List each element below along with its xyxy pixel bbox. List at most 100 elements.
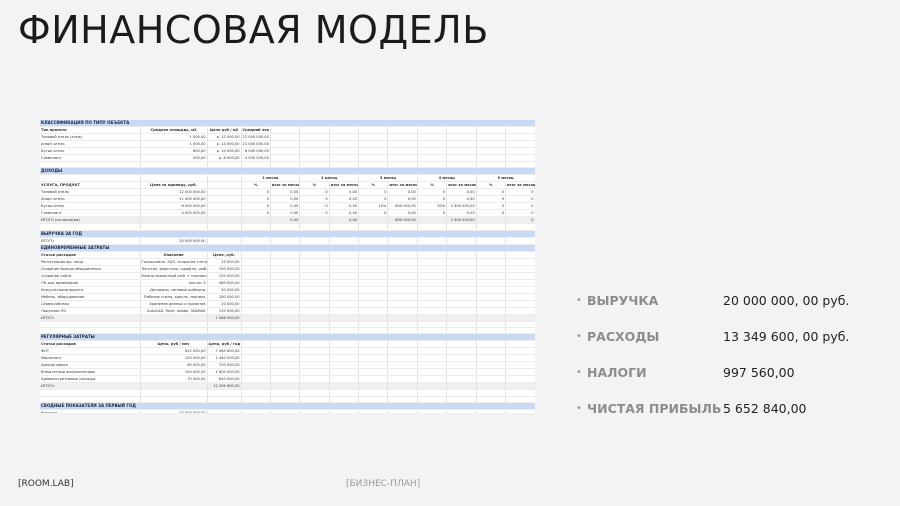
cell bbox=[446, 340, 477, 349]
cell bbox=[299, 389, 330, 397]
cell bbox=[270, 223, 301, 231]
cell bbox=[387, 286, 418, 294]
section-header-row: ЕДИНОВРЕМЕННЫЕ ЗАТРАТЫ bbox=[40, 244, 535, 252]
cell: итог за месяц bbox=[446, 181, 477, 190]
cell bbox=[476, 133, 507, 141]
cell: кол-во: 3 bbox=[140, 279, 208, 287]
cell bbox=[207, 209, 242, 218]
cell: 21 000 000,00 bbox=[241, 140, 271, 148]
cell bbox=[505, 251, 535, 259]
cell: 2 400 000,00 bbox=[446, 202, 477, 211]
cell bbox=[299, 409, 330, 413]
cell bbox=[476, 314, 507, 322]
cell bbox=[446, 300, 477, 308]
cell bbox=[270, 272, 301, 280]
cell: РЕГУЛЯРНЫЕ ЗАТРАТЫ bbox=[40, 333, 535, 342]
cell bbox=[270, 321, 301, 329]
cell bbox=[505, 321, 535, 329]
cell bbox=[358, 272, 389, 280]
cell bbox=[358, 265, 389, 273]
table-row: Создание сайта Многостраничный сайт + пор… bbox=[40, 272, 535, 280]
cell bbox=[476, 409, 507, 413]
table-row: Типовой отель 12 000 000,00 0 0,00 0 0,00 0 0,0… bbox=[40, 188, 535, 197]
cell bbox=[387, 314, 418, 322]
cell bbox=[299, 140, 330, 148]
cell bbox=[417, 286, 448, 294]
cell: 0,00 bbox=[329, 202, 360, 211]
cell: 0,00 bbox=[387, 188, 418, 197]
cell: 100 000,00 bbox=[207, 265, 242, 273]
cell: 4 000 000,00 bbox=[241, 154, 271, 162]
cell bbox=[387, 223, 418, 231]
summary-value: 997 560,00 bbox=[723, 365, 795, 380]
cell bbox=[476, 140, 507, 148]
cell bbox=[299, 286, 330, 294]
cell bbox=[299, 251, 330, 259]
cell: 0 bbox=[417, 195, 448, 204]
cell bbox=[387, 327, 418, 335]
cell bbox=[446, 361, 477, 370]
cell: ДОХОДЫ bbox=[40, 167, 535, 176]
cell bbox=[207, 202, 242, 211]
table-row: Бутик-отель 8 000 000,00 0 0,00 0 0,00 10% 800 … bbox=[40, 202, 535, 211]
cell: 0 bbox=[476, 209, 507, 218]
cell bbox=[387, 293, 418, 301]
cell: 8 000 000,00 bbox=[241, 147, 271, 155]
cell bbox=[270, 368, 301, 377]
cell bbox=[270, 382, 301, 391]
cell bbox=[329, 293, 360, 301]
cell bbox=[140, 223, 208, 231]
cell bbox=[299, 133, 330, 141]
cell bbox=[299, 272, 330, 280]
cell bbox=[505, 361, 535, 370]
cell bbox=[387, 272, 418, 280]
table-row: Типовой отель (этаж) 1 000,00 р. 12 000,00… bbox=[40, 133, 535, 141]
cell bbox=[387, 382, 418, 391]
cell bbox=[387, 251, 418, 259]
cell bbox=[329, 340, 360, 349]
cell bbox=[299, 300, 330, 308]
cell bbox=[241, 237, 271, 245]
cell bbox=[270, 140, 301, 148]
cell bbox=[241, 258, 271, 266]
cell: 4 000 000,00 bbox=[140, 209, 208, 218]
cell bbox=[476, 286, 507, 294]
cell bbox=[387, 279, 418, 287]
cell bbox=[358, 340, 389, 349]
cell: 20 000,00 bbox=[207, 300, 242, 308]
cell bbox=[358, 382, 389, 391]
cell bbox=[299, 347, 330, 356]
cell bbox=[505, 389, 535, 397]
cell bbox=[358, 293, 389, 301]
cell bbox=[505, 147, 535, 155]
table-row: Бутик-отель 800,00 р. 10 000,00 8 000 000,0… bbox=[40, 147, 535, 155]
cell bbox=[446, 321, 477, 329]
cell bbox=[207, 327, 242, 335]
cell: Гламплинг bbox=[40, 209, 141, 218]
cell bbox=[505, 126, 535, 134]
cell bbox=[241, 161, 271, 169]
cell: 0 bbox=[241, 195, 271, 204]
table-row: Статьи расходов Описание Цена, руб. bbox=[40, 251, 535, 259]
cell bbox=[505, 340, 535, 349]
cell: 800 000,00 bbox=[387, 202, 418, 211]
bullet-icon: • bbox=[576, 295, 582, 306]
table-row bbox=[40, 161, 535, 169]
cell: 0,00 bbox=[387, 195, 418, 204]
footer-brand: [ROOM.LAB] bbox=[18, 479, 74, 489]
cell bbox=[387, 354, 418, 363]
cell: 7 464 600,00 bbox=[207, 347, 242, 356]
cell bbox=[329, 286, 360, 294]
cell bbox=[299, 340, 330, 349]
table-row: УСЛУГА, ПРОДУКТ Цена за единицу, руб.% ито… bbox=[40, 181, 535, 190]
cell bbox=[505, 237, 535, 245]
cell bbox=[207, 223, 242, 231]
cell bbox=[446, 327, 477, 335]
cell bbox=[417, 293, 448, 301]
cell bbox=[241, 396, 271, 404]
cell bbox=[270, 375, 301, 384]
cell: 0,00 bbox=[270, 209, 301, 218]
cell bbox=[476, 161, 507, 169]
cell: Описание bbox=[140, 251, 208, 259]
cell bbox=[358, 286, 389, 294]
